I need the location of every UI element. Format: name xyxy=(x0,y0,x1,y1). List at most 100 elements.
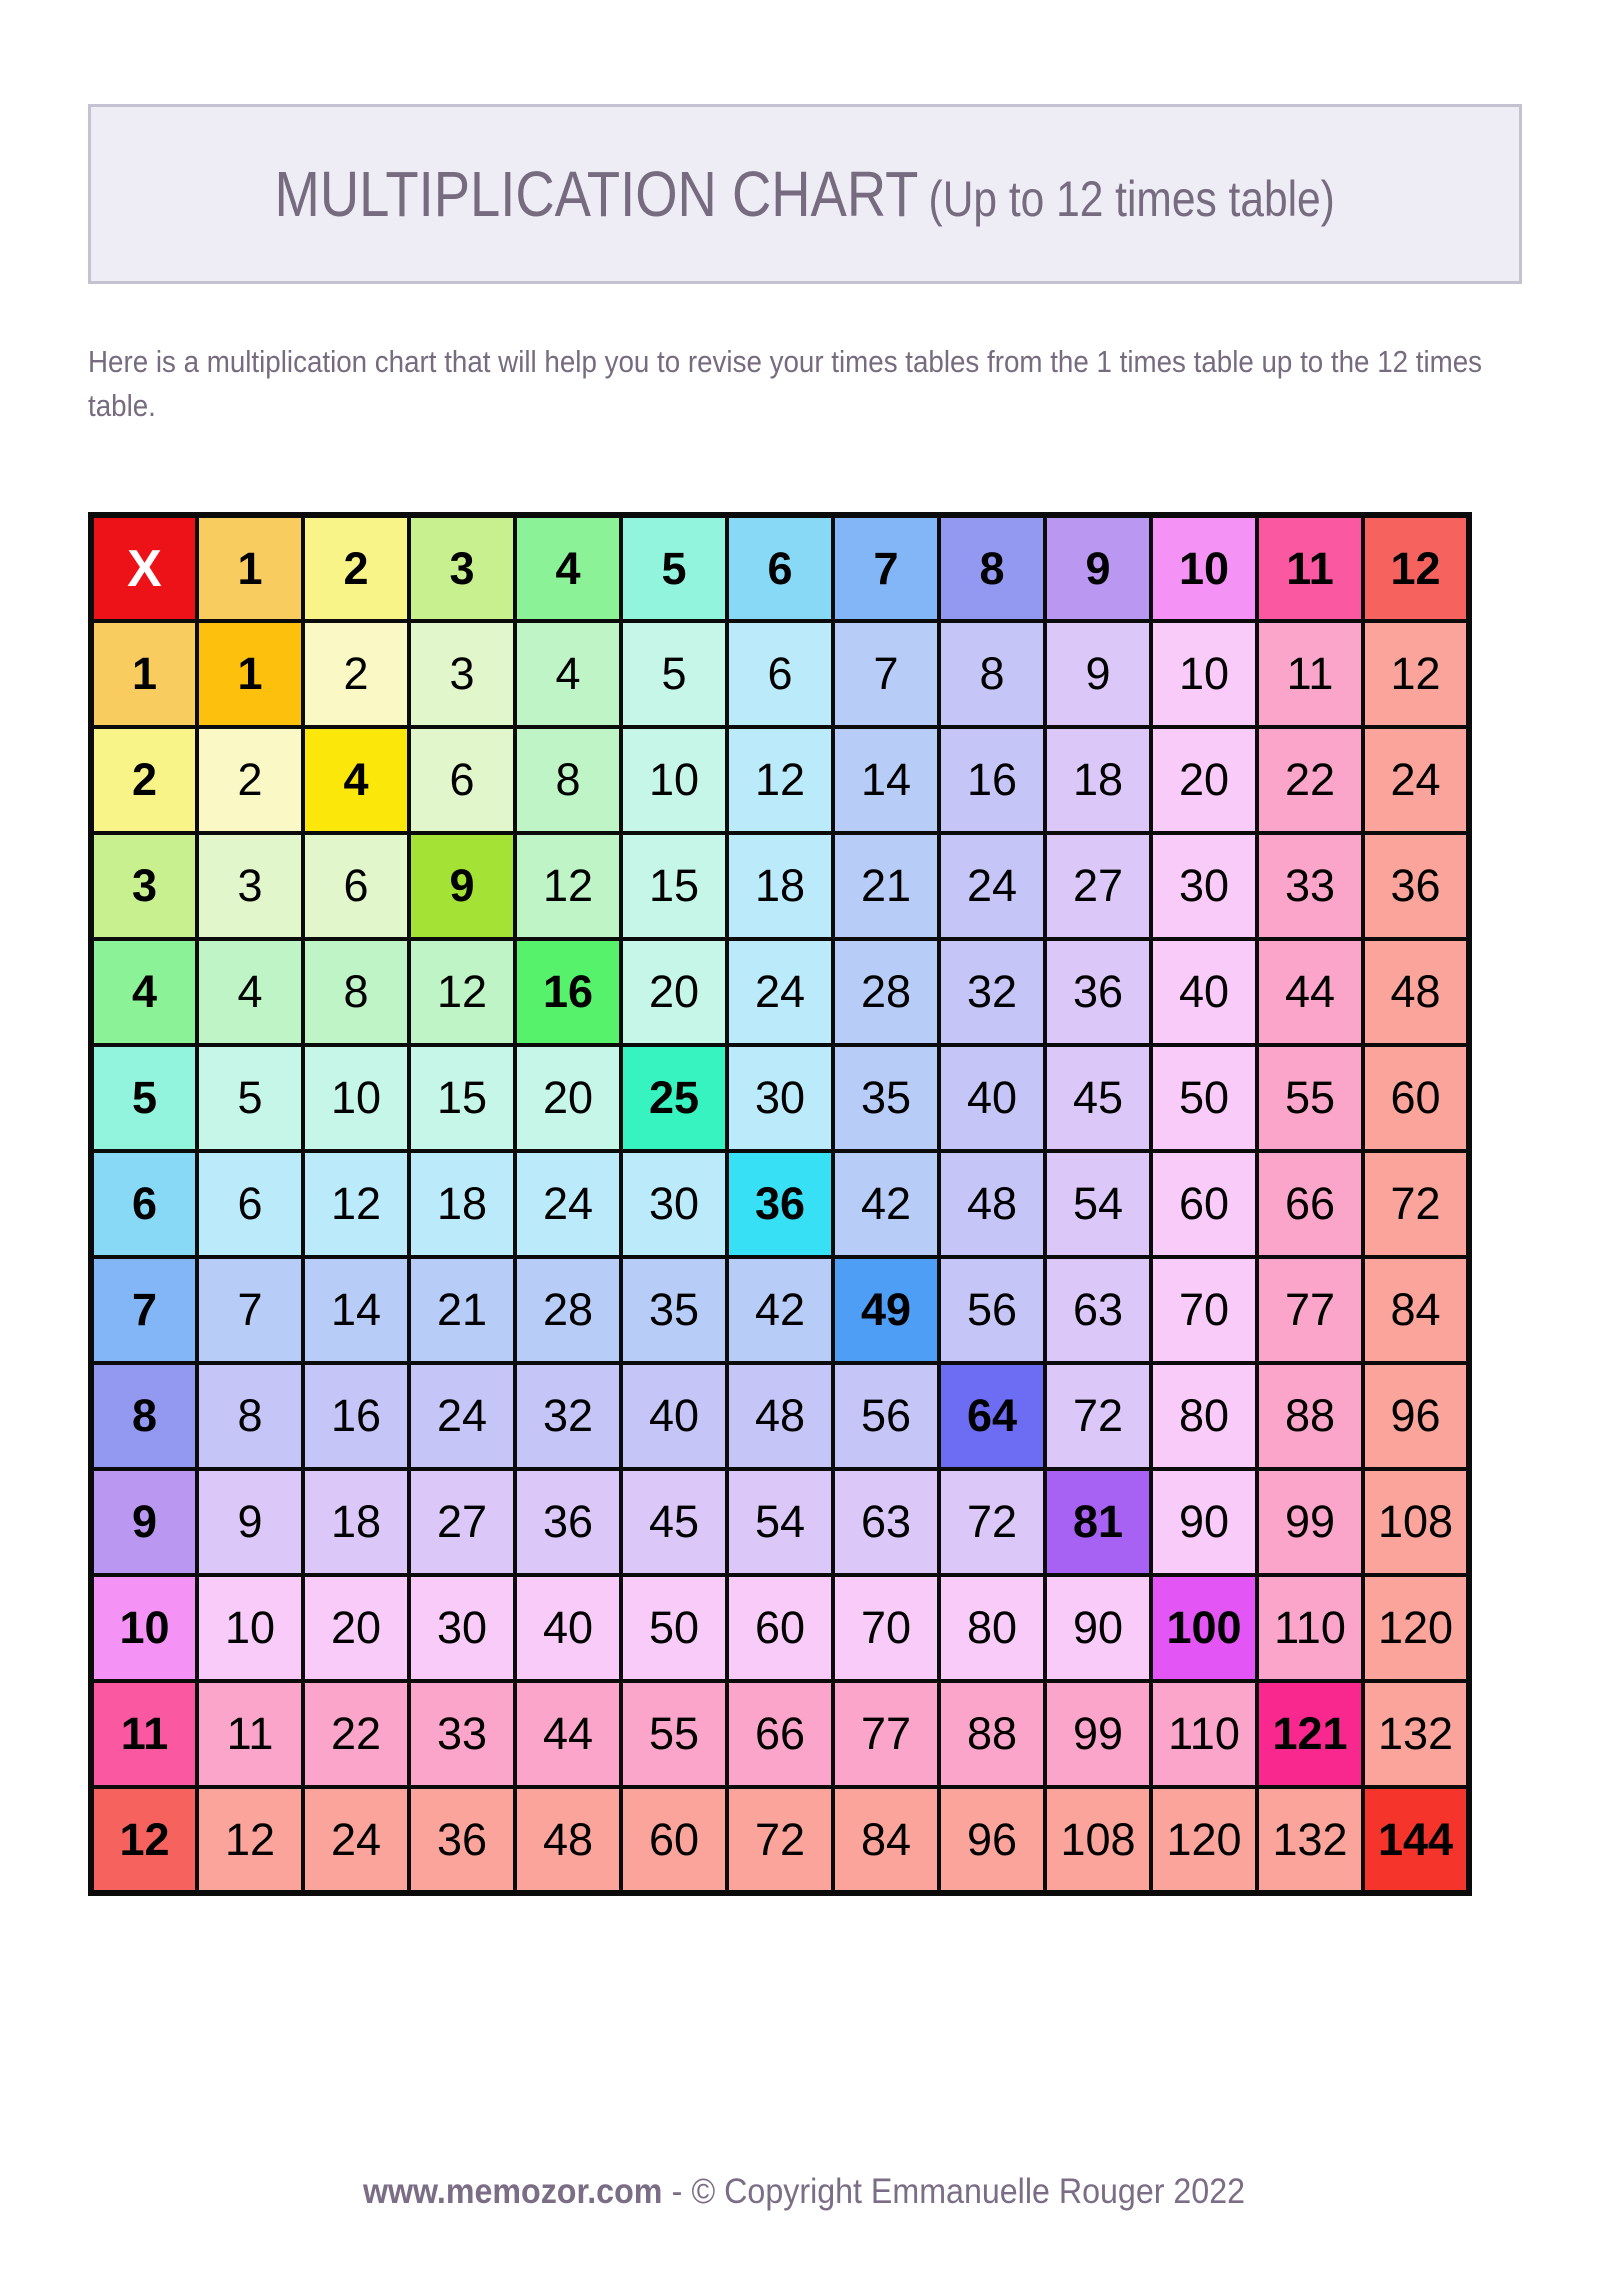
product-cell: 21 xyxy=(831,831,941,941)
product-cell: 48 xyxy=(1361,937,1471,1047)
product-cell: 63 xyxy=(831,1467,941,1577)
product-cell: 30 xyxy=(407,1573,517,1683)
product-cell: 42 xyxy=(831,1149,941,1259)
square-product-cell: 4 xyxy=(301,725,411,835)
product-cell: 42 xyxy=(725,1255,835,1365)
product-cell: 80 xyxy=(937,1573,1047,1683)
square-product-cell: 16 xyxy=(513,937,623,1047)
product-cell: 88 xyxy=(1255,1361,1365,1471)
column-header-cell: 5 xyxy=(619,513,729,623)
product-cell: 10 xyxy=(301,1043,411,1153)
product-cell: 77 xyxy=(1255,1255,1365,1365)
product-cell: 55 xyxy=(619,1679,729,1789)
column-header-cell: 4 xyxy=(513,513,623,623)
product-cell: 99 xyxy=(1255,1467,1365,1577)
product-cell: 40 xyxy=(937,1043,1047,1153)
square-product-cell: 25 xyxy=(619,1043,729,1153)
product-cell: 8 xyxy=(195,1361,305,1471)
product-cell: 54 xyxy=(725,1467,835,1577)
product-cell: 7 xyxy=(831,619,941,729)
product-cell: 110 xyxy=(1255,1573,1365,1683)
product-cell: 12 xyxy=(407,937,517,1047)
product-cell: 50 xyxy=(1149,1043,1259,1153)
square-product-cell: 49 xyxy=(831,1255,941,1365)
footer-copyright: © Copyright Emmanuelle Rouger 2022 xyxy=(691,2172,1246,2211)
table-row: 8 8 16 24 32 40 48 56 64 72 80 88 96 xyxy=(89,1361,1471,1471)
product-cell: 3 xyxy=(407,619,517,729)
table-row: 10 10 20 30 40 50 60 70 80 90 100 110 120 xyxy=(89,1573,1471,1683)
product-cell: 108 xyxy=(1043,1785,1153,1895)
product-cell: 4 xyxy=(513,619,623,729)
product-cell: 24 xyxy=(937,831,1047,941)
multiplication-table-body: X 1 2 3 4 5 6 7 8 9 10 11 12 1 1 2 3 4 5 6 7 8 9 10 11 12 2 2 4 6 8 10 1… xyxy=(89,513,1471,1895)
product-cell: 18 xyxy=(407,1149,517,1259)
product-cell: 84 xyxy=(831,1785,941,1895)
square-product-cell: 64 xyxy=(937,1361,1047,1471)
footer: www.memozor.com - © Copyright Emmanuelle R… xyxy=(64,2172,1543,2212)
product-cell: 33 xyxy=(407,1679,517,1789)
product-cell: 12 xyxy=(195,1785,305,1895)
product-cell: 72 xyxy=(725,1785,835,1895)
product-cell: 48 xyxy=(513,1785,623,1895)
product-cell: 44 xyxy=(513,1679,623,1789)
product-cell: 16 xyxy=(937,725,1047,835)
product-cell: 8 xyxy=(301,937,411,1047)
product-cell: 6 xyxy=(301,831,411,941)
column-header-cell: 11 xyxy=(1255,513,1365,623)
product-cell: 22 xyxy=(1255,725,1365,835)
product-cell: 56 xyxy=(831,1361,941,1471)
product-cell: 45 xyxy=(1043,1043,1153,1153)
product-cell: 84 xyxy=(1361,1255,1471,1365)
product-cell: 20 xyxy=(513,1043,623,1153)
product-cell: 18 xyxy=(725,831,835,941)
product-cell: 33 xyxy=(1255,831,1365,941)
product-cell: 24 xyxy=(1361,725,1471,835)
product-cell: 15 xyxy=(407,1043,517,1153)
row-header-cell: 12 xyxy=(89,1785,199,1895)
row-header-cell: 6 xyxy=(89,1149,199,1259)
product-cell: 8 xyxy=(513,725,623,835)
square-product-cell: 81 xyxy=(1043,1467,1153,1577)
product-cell: 9 xyxy=(195,1467,305,1577)
table-row: 5 5 10 15 20 25 30 35 40 45 50 55 60 xyxy=(89,1043,1471,1153)
footer-site-text: www.memozor.com xyxy=(362,2172,663,2211)
product-cell: 36 xyxy=(513,1467,623,1577)
row-header-cell: 11 xyxy=(89,1679,199,1789)
product-cell: 18 xyxy=(301,1467,411,1577)
product-cell: 2 xyxy=(301,619,411,729)
product-cell: 132 xyxy=(1361,1679,1471,1789)
row-header-cell: 9 xyxy=(89,1467,199,1577)
product-cell: 4 xyxy=(195,937,305,1047)
product-cell: 60 xyxy=(1361,1043,1471,1153)
product-cell: 70 xyxy=(1149,1255,1259,1365)
table-header-row: X 1 2 3 4 5 6 7 8 9 10 11 12 xyxy=(89,513,1471,623)
corner-cell: X xyxy=(89,513,199,623)
product-cell: 36 xyxy=(1043,937,1153,1047)
column-header-cell: 9 xyxy=(1043,513,1153,623)
multiplication-chart: X 1 2 3 4 5 6 7 8 9 10 11 12 1 1 2 3 4 5 6 7 8 9 10 11 12 2 2 4 6 8 10 1… xyxy=(88,512,1472,1896)
product-cell: 22 xyxy=(301,1679,411,1789)
product-cell: 88 xyxy=(937,1679,1047,1789)
product-cell: 11 xyxy=(195,1679,305,1789)
product-cell: 72 xyxy=(937,1467,1047,1577)
product-cell: 40 xyxy=(513,1573,623,1683)
product-cell: 10 xyxy=(619,725,729,835)
product-cell: 55 xyxy=(1255,1043,1365,1153)
product-cell: 5 xyxy=(195,1043,305,1153)
row-header-cell: 2 xyxy=(89,725,199,835)
product-cell: 36 xyxy=(407,1785,517,1895)
product-cell: 11 xyxy=(1255,619,1365,729)
product-cell: 70 xyxy=(831,1573,941,1683)
product-cell: 30 xyxy=(619,1149,729,1259)
product-cell: 12 xyxy=(301,1149,411,1259)
product-cell: 6 xyxy=(725,619,835,729)
row-header-cell: 7 xyxy=(89,1255,199,1365)
product-cell: 120 xyxy=(1361,1573,1471,1683)
product-cell: 132 xyxy=(1255,1785,1365,1895)
product-cell: 2 xyxy=(195,725,305,835)
product-cell: 77 xyxy=(831,1679,941,1789)
product-cell: 32 xyxy=(937,937,1047,1047)
table-row: 3 3 6 9 12 15 18 21 24 27 30 33 36 xyxy=(89,831,1471,941)
product-cell: 15 xyxy=(619,831,729,941)
product-cell: 20 xyxy=(301,1573,411,1683)
